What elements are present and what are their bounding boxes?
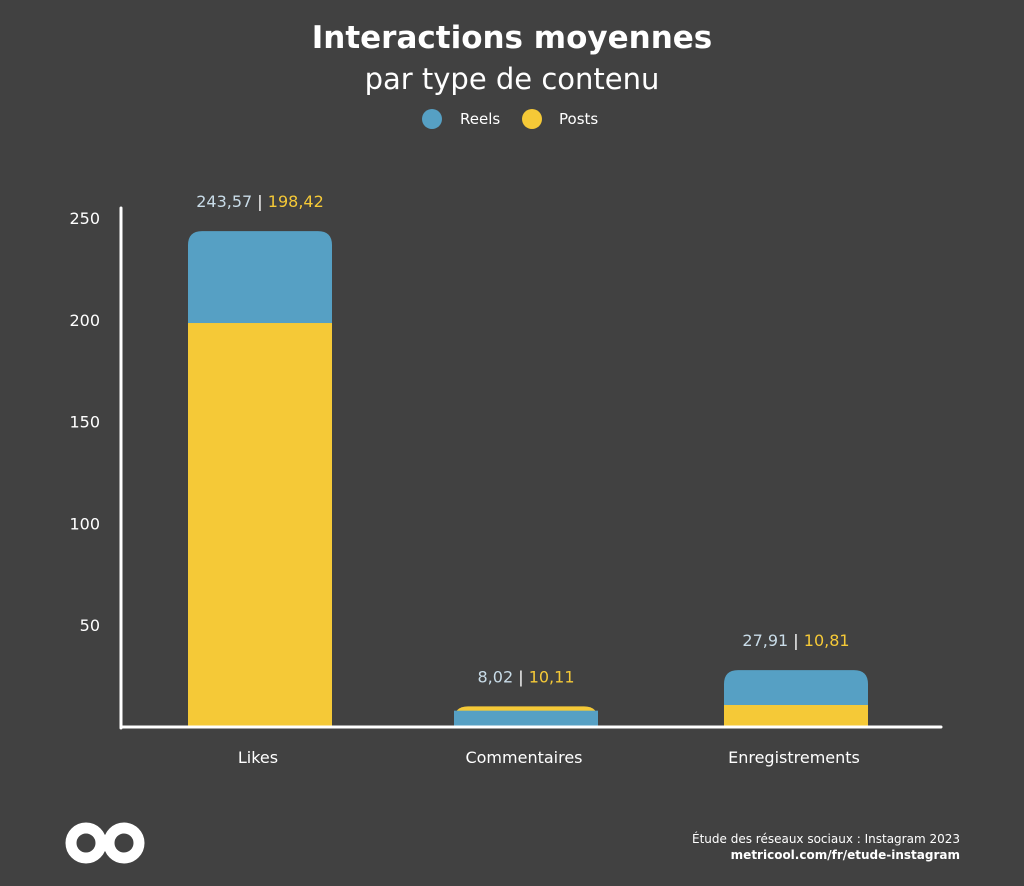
data-label-posts: 10,81 [804, 631, 850, 650]
data-label-separator: | [788, 631, 804, 650]
data-label-separator: | [513, 667, 529, 686]
data-label: 243,57 | 198,42 [196, 192, 324, 211]
bar-reels [454, 710, 598, 727]
legend-label-posts: Posts [559, 110, 598, 128]
y-tick-label: 50 [80, 616, 100, 635]
data-labels: 243,57 | 198,42 8,02 | 10,11 27,91 | 10,81 [196, 192, 849, 686]
legend-label-reels: Reels [460, 110, 500, 128]
legend: Reels Posts [422, 109, 598, 129]
bar-posts [724, 704, 868, 727]
y-tick-label: 100 [69, 514, 100, 533]
data-label: 8,02 | 10,11 [478, 667, 575, 686]
data-label: 27,91 | 10,81 [742, 631, 849, 650]
data-label-reels: 8,02 [478, 667, 514, 686]
data-label-reels: 27,91 [742, 631, 788, 650]
footer-url: metricool.com/fr/etude-instagram [731, 848, 960, 862]
data-label-posts: 198,42 [268, 192, 324, 211]
legend-swatch-reels [422, 109, 442, 129]
category-labels: Likes Commentaires Enregistrements [238, 748, 860, 767]
x-category-label: Enregistrements [728, 748, 860, 767]
bars [188, 231, 868, 727]
x-category-label: Likes [238, 748, 278, 767]
data-label-reels: 243,57 [196, 192, 252, 211]
footer-source: Étude des réseaux sociaux : Instagram 20… [692, 831, 960, 846]
metricool-logo-icon [65, 822, 145, 864]
legend-swatch-posts [522, 109, 542, 129]
data-label-posts: 10,11 [529, 667, 575, 686]
y-tick-label: 150 [69, 413, 100, 432]
y-tick-label: 250 [69, 209, 100, 228]
chart-title: Interactions moyennes [312, 20, 713, 56]
bar-posts [188, 323, 332, 727]
x-category-label: Commentaires [465, 748, 582, 767]
chart-subtitle: par type de contenu [365, 62, 660, 96]
y-axis-ticks: 50 100 150 200 250 [69, 209, 100, 635]
y-tick-label: 200 [69, 311, 100, 330]
data-label-separator: | [252, 192, 268, 211]
